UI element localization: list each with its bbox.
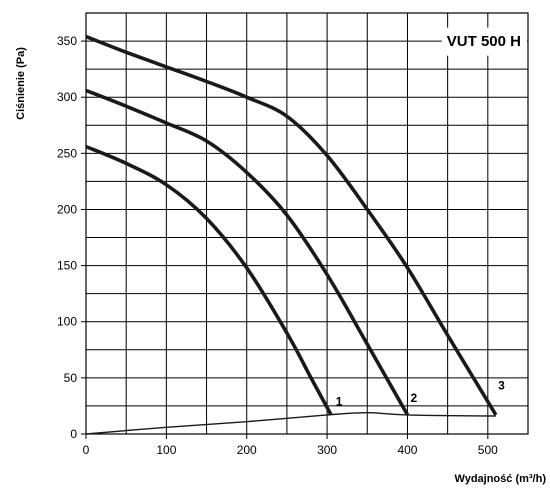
x-tick-label: 0 bbox=[83, 443, 90, 457]
y-tick-label: 350 bbox=[57, 34, 77, 48]
plot-frame bbox=[85, 12, 529, 435]
y-tick-label: 300 bbox=[57, 90, 77, 104]
fan-curve-1 bbox=[85, 144, 333, 416]
x-tick-label: 500 bbox=[478, 443, 498, 457]
x-tick-label: 100 bbox=[156, 443, 176, 457]
y-tick-label: 100 bbox=[57, 315, 77, 329]
x-axis-label: Wydajność (m³/h) bbox=[455, 473, 547, 485]
fan-curve-2 bbox=[85, 88, 410, 416]
y-tick-label: 250 bbox=[57, 146, 77, 160]
system-curve bbox=[85, 412, 496, 435]
axis-ticks: 0 50 100 150 200 250 300 350 0 100 200 300 400 500 bbox=[57, 34, 498, 457]
fan-curve-3 bbox=[85, 34, 498, 416]
x-tick-label: 200 bbox=[237, 443, 257, 457]
y-tick-label: 200 bbox=[57, 202, 77, 216]
y-axis-label: Ciśnienie (Pa) bbox=[15, 47, 27, 120]
curve-labels: 1 2 3 bbox=[336, 379, 505, 409]
y-tick-label: 50 bbox=[64, 371, 78, 385]
curve-label-2: 2 bbox=[411, 391, 418, 405]
y-tick-label: 0 bbox=[70, 427, 77, 441]
x-tick-label: 300 bbox=[317, 443, 337, 457]
x-tick-label: 400 bbox=[397, 443, 417, 457]
chart-title-background bbox=[441, 27, 527, 56]
curve-label-1: 1 bbox=[336, 394, 343, 408]
curve-label-3: 3 bbox=[498, 379, 505, 393]
y-tick-label: 150 bbox=[57, 259, 77, 273]
series bbox=[85, 34, 498, 435]
chart-title: VUT 500 H bbox=[447, 33, 521, 50]
